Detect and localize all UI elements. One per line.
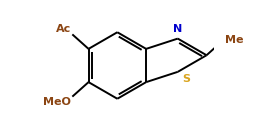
Text: S: S — [182, 74, 190, 84]
Text: N: N — [173, 24, 182, 34]
Text: Ac: Ac — [56, 24, 71, 34]
Text: MeO: MeO — [43, 97, 71, 107]
Text: Me: Me — [225, 35, 244, 45]
